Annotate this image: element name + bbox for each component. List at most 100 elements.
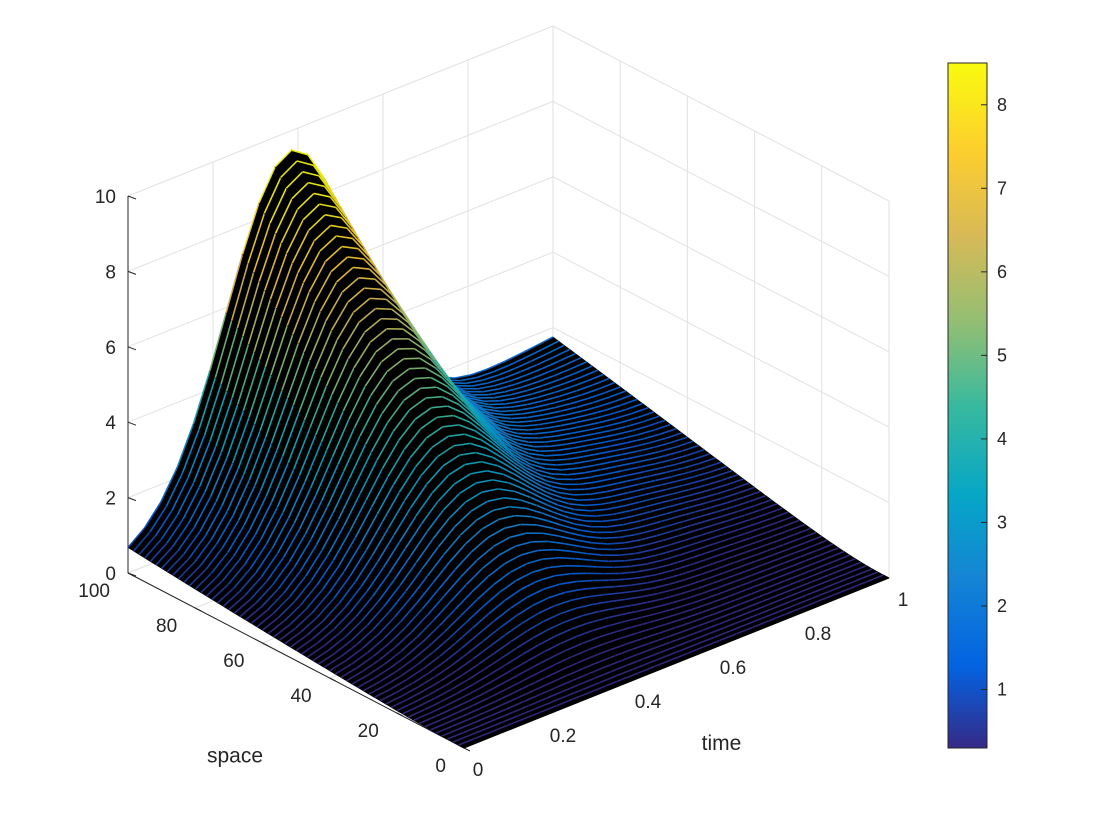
surface-contour [166,518,184,544]
grid-line [552,100,890,277]
surface-contour [548,540,565,545]
surface-contour [406,641,424,657]
surface-contour [494,640,512,654]
surface-contour [254,501,273,535]
surface-contour [448,433,465,438]
surface-contour [549,428,567,433]
surface-contour [366,606,385,626]
surface-contour [308,320,327,361]
surface-contour [413,712,431,722]
surface-contour [499,615,517,629]
surface-contour [737,486,755,494]
surface-contour [522,671,540,682]
surface-contour [722,510,739,517]
surface-contour [287,481,306,519]
surface-contour [601,518,619,523]
surface-contour [372,642,391,657]
surface-contour [773,600,791,609]
surface-contour [296,192,315,210]
surface-contour [278,600,296,618]
surface-contour [497,465,515,475]
surface-contour [483,408,501,413]
surface-contour [516,420,534,424]
surface-contour [756,572,774,581]
surface-contour [313,224,332,242]
surface-contour [628,487,646,494]
surface-contour [209,457,228,497]
surface-contour [435,725,453,734]
surface-contour [361,633,380,650]
surface-contour [806,587,824,596]
surface-contour [511,428,529,431]
surface-contour [250,580,268,600]
surface-contour [416,619,435,638]
surface-contour [149,542,168,563]
surface-contour [622,466,639,472]
surface-contour [330,224,348,229]
surface-contour [521,396,539,402]
surface-contour [391,308,409,323]
surface-contour [537,575,555,582]
surface-contour [350,624,368,642]
surface-contour [287,419,306,464]
surface-contour [661,515,679,522]
surface-contour [605,469,623,475]
surface-contour [587,617,605,624]
surface-contour [680,625,698,633]
surface-contour [512,446,530,455]
surface-contour [582,636,600,644]
surface-contour [500,647,518,660]
surface-contour [370,370,388,396]
surface-contour [631,406,649,415]
surface-contour [771,511,789,519]
surface-contour [388,548,406,575]
surface-contour [514,490,532,499]
surface-contour [336,235,353,240]
surface-contour [181,429,200,473]
surface-contour [528,697,546,707]
surface-contour [434,688,452,699]
surface-contour [532,388,549,395]
surface-contour [258,166,276,204]
surface-contour [717,542,735,550]
surface-contour [504,588,522,601]
surface-contour [271,462,289,503]
surface-contour [237,485,256,521]
surface-contour [615,626,632,633]
surface-contour [359,460,378,494]
surface-contour [621,672,639,681]
surface-contour [636,606,654,613]
surface-contour [247,213,266,264]
surface-contour [414,376,432,380]
surface-contour [362,659,380,672]
surface-contour [478,652,496,665]
surface-contour [811,557,829,566]
surface-contour [700,511,717,518]
surface-contour [387,448,406,477]
surface-contour [386,358,404,373]
surface-contour [501,434,519,445]
surface-contour [431,474,450,494]
z-tick [127,497,137,502]
surface-contour [684,553,702,561]
surface-contour [347,287,365,303]
surface-contour [630,563,647,568]
surface-contour [439,669,458,682]
surface-contour [587,392,605,400]
surface-contour [587,642,605,651]
surface-contour [667,539,685,547]
surface-contour [697,636,715,645]
surface-contour [762,576,780,585]
surface-contour [241,203,260,255]
surface-contour [827,550,845,559]
surface-contour [192,370,211,425]
surface-contour [399,561,418,586]
surface-contour [446,715,464,724]
surface-contour [459,482,477,494]
surface-contour [355,555,373,582]
surface-contour [674,602,692,610]
surface-contour [304,442,323,483]
surface-contour [680,588,697,595]
surface-contour [730,623,748,632]
surface-contour [378,616,396,635]
